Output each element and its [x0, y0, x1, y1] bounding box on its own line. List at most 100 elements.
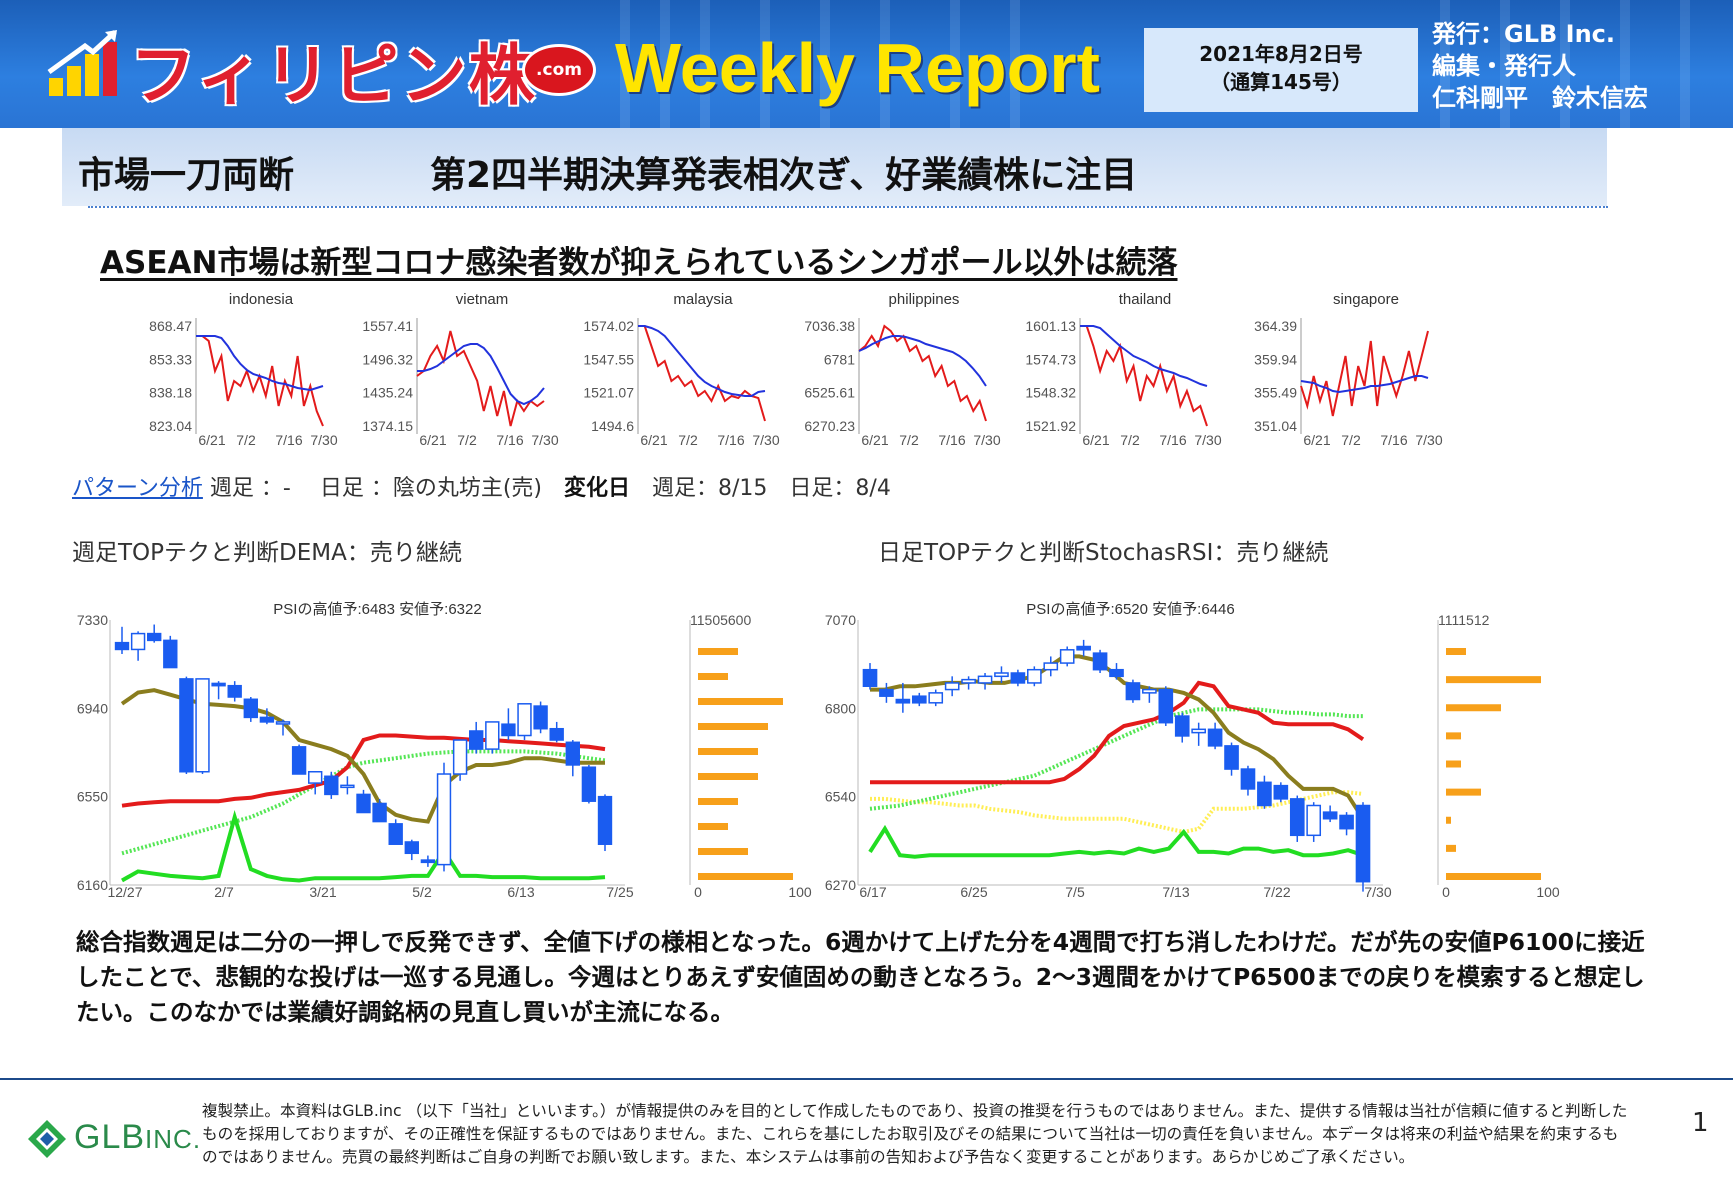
volume-max-label: 11505600 — [690, 612, 751, 628]
green-oscillator-line — [121, 809, 606, 883]
x-tick-label: 7/16 — [1159, 432, 1186, 448]
candle-body — [1322, 811, 1338, 820]
y-tick-label: 364.39 — [1254, 318, 1297, 334]
mini-chart-title: malaysia — [673, 291, 733, 308]
weekly-tech-label: 週足TOPテクと判断DEMA：売り継続 — [72, 540, 462, 566]
candle-body — [452, 739, 468, 775]
header-banner — [0, 0, 1733, 128]
pattern-analysis-line: パターン分析 週足 ：- 日足 ：陰の丸坊主(売) 変化日 週足：8/15 日足… — [72, 470, 891, 502]
x-tick-label: 7/2 — [236, 432, 256, 448]
x-tick-label: 6/17 — [859, 884, 886, 900]
y-tick-label: 6550 — [77, 789, 108, 805]
y-tick-label: 1547.55 — [583, 351, 634, 367]
candle-body — [928, 692, 944, 704]
candle-body — [179, 678, 194, 773]
candle-body — [501, 723, 516, 737]
mini-chart-svg: indonesia 868.47 853.33 838.18 823.04 6/21 7/2… — [149, 291, 338, 448]
price-line — [196, 335, 324, 427]
candle-body — [1158, 688, 1174, 724]
price-line — [1080, 325, 1208, 427]
candle-body — [879, 688, 894, 697]
x-tick-label: 12/27 — [107, 884, 142, 900]
x-tick-label: 7/16 — [938, 432, 965, 448]
y-tick-label: 6940 — [77, 700, 108, 716]
volume-bar — [698, 823, 728, 830]
issue-date-box: 2021年8月2日号 （通算145号） — [1144, 28, 1418, 112]
candle-body — [994, 672, 1009, 678]
candle-body — [404, 841, 419, 855]
candle-body — [1109, 668, 1124, 678]
candle-body — [163, 639, 178, 669]
candle-body — [944, 682, 960, 691]
y-tick-label: 1521.92 — [1025, 418, 1076, 434]
candle-body — [1289, 798, 1305, 837]
candle-body — [1273, 784, 1289, 800]
volume-tick-label: 100 — [1536, 884, 1560, 900]
y-tick-label: 1574.73 — [1025, 351, 1076, 367]
price-line — [638, 325, 766, 422]
x-tick-label: 7/25 — [606, 884, 633, 900]
x-tick-label: 7/22 — [1263, 884, 1290, 900]
candle-body — [1125, 682, 1141, 701]
y-tick-label: 6800 — [825, 700, 856, 716]
candle-body — [911, 695, 927, 704]
x-tick-label: 6/21 — [419, 432, 446, 448]
y-tick-label: 868.47 — [149, 318, 192, 334]
x-tick-label: 7/2 — [678, 432, 698, 448]
x-tick-label: 3/21 — [309, 884, 336, 900]
y-tick-label: 1494.6 — [591, 418, 634, 434]
issue-number: （通算145号） — [1210, 70, 1352, 94]
average-line — [196, 335, 324, 392]
chart-title: PSIの高値予:6520 安値予:6446 — [1026, 601, 1234, 618]
green-dotted-line — [121, 749, 606, 856]
change-date-values: 週足：8/15 日足：8/4 — [630, 476, 891, 501]
yellow-dotted-line — [870, 790, 1364, 835]
candle-body — [243, 698, 258, 719]
logo-bar-chart-icon — [47, 30, 117, 96]
x-tick-label: 7/30 — [1364, 884, 1391, 900]
average-line — [638, 325, 766, 397]
mini-chart-indonesia: indonesia 868.47 853.33 838.18 823.04 6/21 7/2… — [128, 290, 353, 450]
candle-body — [308, 771, 323, 784]
volume-bar — [698, 848, 748, 855]
candle-body — [130, 632, 146, 651]
candle-body — [388, 823, 403, 845]
x-tick-label: 7/16 — [496, 432, 523, 448]
candle-body — [517, 703, 532, 737]
green-oscillator-line — [868, 824, 1364, 859]
mini-chart-svg: philippines 7036.38 6781 6525.61 6270.23 6/21… — [804, 291, 1000, 448]
price-line — [858, 324, 987, 422]
candle-body — [565, 741, 580, 766]
x-tick-label: 7/30 — [1194, 432, 1221, 448]
volume-bar — [698, 798, 738, 805]
x-tick-label: 6/21 — [640, 432, 667, 448]
section-title: 市場一刀両断 — [78, 155, 295, 196]
x-tick-label: 6/13 — [507, 884, 534, 900]
x-tick-label: 7/30 — [531, 432, 558, 448]
candle-body — [211, 682, 226, 687]
x-tick-label: 7/30 — [310, 432, 337, 448]
candle-body — [1224, 745, 1239, 770]
y-tick-label: 6160 — [77, 877, 108, 893]
mini-chart-svg: malaysia 1574.02 1547.55 1521.07 1494.6 6/21 7… — [583, 291, 779, 448]
volume-bar — [698, 723, 768, 730]
x-tick-label: 5/2 — [412, 884, 432, 900]
candle-body — [340, 784, 355, 789]
x-tick-label: 6/21 — [1082, 432, 1109, 448]
mini-chart-title: vietnam — [456, 291, 509, 308]
candle-body — [1059, 649, 1075, 664]
pattern-analysis-link[interactable]: パターン分析 — [72, 476, 203, 501]
y-tick-label: 6270 — [825, 877, 856, 893]
y-tick-label: 6525.61 — [804, 385, 855, 401]
candle-body — [1142, 688, 1157, 694]
candle-body — [862, 668, 878, 687]
candle-body — [549, 727, 564, 741]
candle-body — [1174, 715, 1190, 737]
mini-chart-svg: singapore 364.39 359.94 355.49 351.04 6/21 7/2… — [1254, 291, 1443, 448]
volume-bar — [698, 748, 758, 755]
volume-bar — [698, 648, 738, 655]
x-tick-label: 7/2 — [1341, 432, 1361, 448]
volume-tick-label: 0 — [694, 884, 702, 900]
glb-name: GLB — [74, 1118, 146, 1156]
x-tick-label: 7/16 — [717, 432, 744, 448]
